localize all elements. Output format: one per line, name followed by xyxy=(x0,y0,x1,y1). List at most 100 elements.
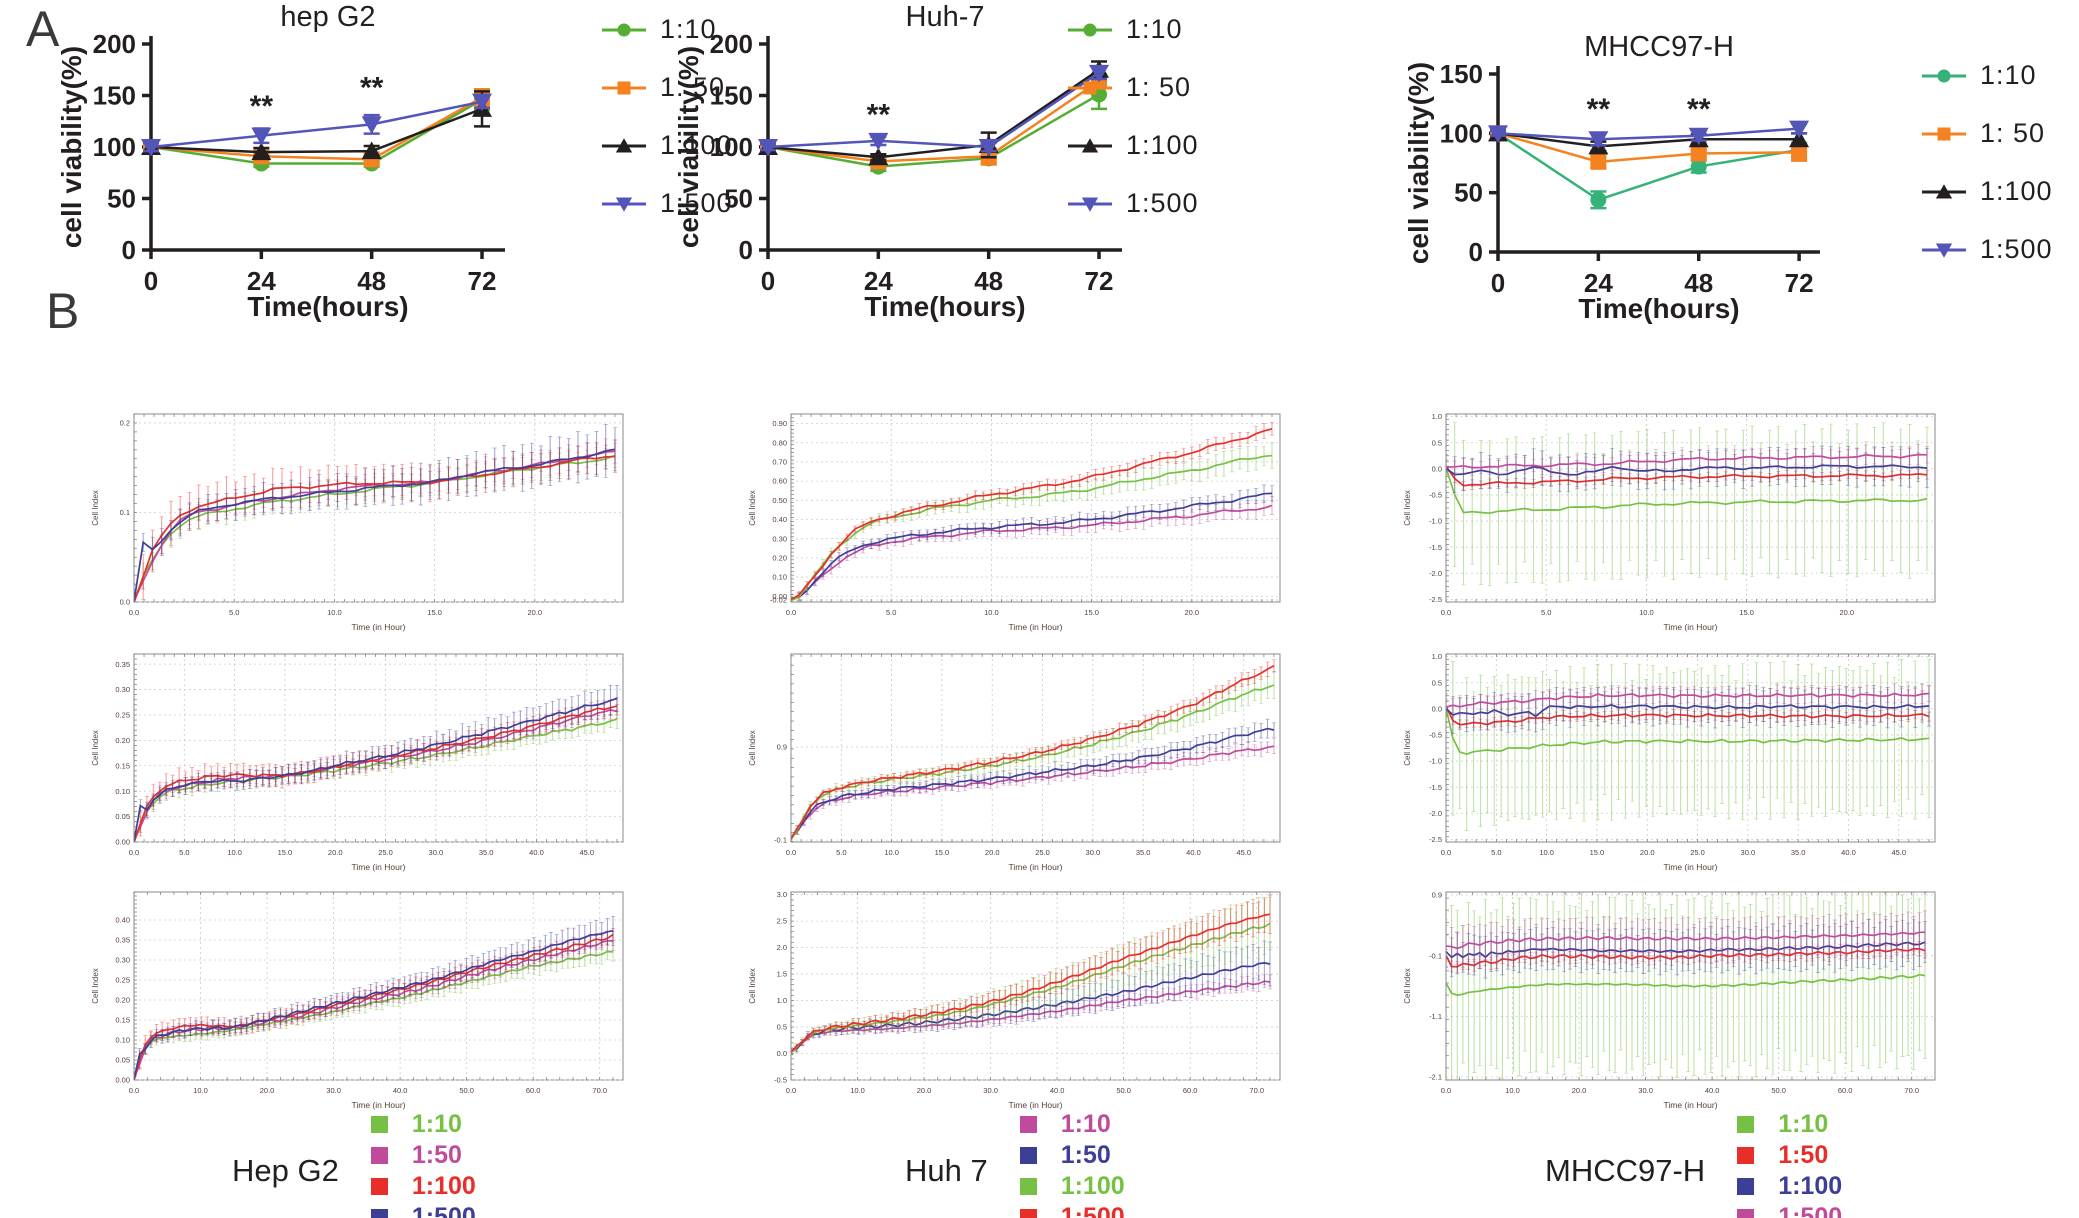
svg-text:30.0: 30.0 xyxy=(326,1086,341,1095)
bottom-legend-label: 1:50 xyxy=(411,1141,462,1169)
svg-text:1.5: 1.5 xyxy=(777,970,787,979)
chart-canvas: 0.0 5.0 10.0 15.0 20.0 0.90 0.80 0.70 0.60 0.50 0.… xyxy=(748,413,1281,632)
color-swatch-icon xyxy=(1019,1209,1037,1218)
svg-text:20.0: 20.0 xyxy=(985,848,1000,857)
svg-text:Time(hours): Time(hours) xyxy=(247,291,408,322)
bottom-legend-label: 1:50 xyxy=(1060,1141,1111,1169)
svg-text:24: 24 xyxy=(1584,268,1613,298)
svg-text:-1.0: -1.0 xyxy=(1429,517,1442,526)
chart-canvas: 0.0 5.0 10.0 15.0 20.0 0.0 0.1 0.2 Time (in Hour… xyxy=(91,413,624,632)
svg-text:50.0: 50.0 xyxy=(1116,1086,1131,1095)
svg-text:0.0: 0.0 xyxy=(120,598,130,607)
svg-text:24: 24 xyxy=(247,266,276,296)
svg-text:-0.5: -0.5 xyxy=(1429,491,1442,500)
svg-text:40.0: 40.0 xyxy=(1705,1086,1720,1095)
cell-line-label-mhcc97h: MHCC97-H xyxy=(1545,1153,1706,1188)
chart-canvas: 0.0 5.0 10.0 15.0 20.0 25.0 30.0 35.0 40.0 45.0 0.… xyxy=(91,653,624,872)
svg-text:0.05: 0.05 xyxy=(115,812,130,821)
chart-cellindex-huh7-72h: 0.0 10.0 20.0 30.0 40.0 50.0 60.0 70.0 3.0 2.5 2.0… xyxy=(745,886,1290,1119)
svg-text:-1.5: -1.5 xyxy=(1429,543,1442,552)
svg-text:200: 200 xyxy=(93,29,136,59)
svg-text:1.0: 1.0 xyxy=(777,996,787,1005)
triangle-marker-icon xyxy=(1068,137,1112,152)
svg-text:0.00: 0.00 xyxy=(115,1076,130,1085)
svg-text:25.0: 25.0 xyxy=(1035,848,1050,857)
chart-cellindex-mhcc97h-24h: 0.0 5.0 10.0 15.0 20.0 1.0 0.5 0.0 -0.5 -1.0 -1.5 -… xyxy=(1400,408,1945,641)
svg-text:72: 72 xyxy=(1785,268,1814,298)
svg-text:0.0: 0.0 xyxy=(129,848,139,857)
svg-text:100: 100 xyxy=(93,132,136,162)
svg-text:5.0: 5.0 xyxy=(836,848,846,857)
color-swatch-icon xyxy=(1737,1209,1755,1218)
svg-text:**: ** xyxy=(867,98,891,131)
bottom-legend-item-1-500: 1:500 xyxy=(370,1205,476,1218)
triangle-marker-icon xyxy=(602,137,646,152)
svg-text:30.0: 30.0 xyxy=(983,1086,998,1095)
svg-text:0.80: 0.80 xyxy=(772,438,787,447)
svg-text:0.10: 0.10 xyxy=(772,573,787,582)
bottom-legend-label: 1:50 xyxy=(1778,1141,1829,1169)
svg-text:**: ** xyxy=(1587,93,1611,126)
svg-text:0.20: 0.20 xyxy=(115,736,130,745)
bottom-legend-label: 1:500 xyxy=(1060,1203,1125,1218)
svg-text:10.0: 10.0 xyxy=(1539,848,1554,857)
svg-text:0.0: 0.0 xyxy=(777,1049,787,1058)
svg-text:Cell Index: Cell Index xyxy=(91,968,100,1004)
legend-item-1--50: 1: 50 xyxy=(1920,118,2053,149)
chart-viability-hepg2: 0 50 100 150 200 0 24 48 72 hep G2 Time(hours) cell… xyxy=(55,0,535,333)
svg-text:Cell Index: Cell Index xyxy=(1403,968,1412,1004)
svg-text:0.1: 0.1 xyxy=(120,508,130,517)
svg-text:0.15: 0.15 xyxy=(115,761,130,770)
chart-canvas: 0.0 5.0 10.0 15.0 20.0 25.0 30.0 35.0 40.0 45.0 1.… xyxy=(1403,652,1936,872)
svg-text:35.0: 35.0 xyxy=(1791,848,1806,857)
svg-text:Cell Index: Cell Index xyxy=(91,730,100,766)
svg-text:Time (in Hour): Time (in Hour) xyxy=(352,862,406,872)
svg-text:0.30: 0.30 xyxy=(115,956,130,965)
svg-text:15.0: 15.0 xyxy=(278,848,293,857)
svg-text:Time (in Hour): Time (in Hour) xyxy=(1664,862,1718,872)
svg-text:Time(hours): Time(hours) xyxy=(864,291,1025,322)
svg-text:45.0: 45.0 xyxy=(579,848,594,857)
svg-text:5.0: 5.0 xyxy=(1491,848,1501,857)
color-swatch-icon xyxy=(370,1209,388,1218)
svg-text:-2.5: -2.5 xyxy=(1429,835,1442,844)
svg-text:Cell Index: Cell Index xyxy=(748,730,757,766)
bottom-legend-hepg2: Hep G2 1:10 1:50 1:100 1:500 xyxy=(232,1112,476,1218)
svg-text:3.0: 3.0 xyxy=(777,890,787,899)
legend-item-1-10: 1:10 xyxy=(1920,60,2053,91)
bottom-legend-label: 1:10 xyxy=(1060,1110,1111,1138)
svg-text:10.0: 10.0 xyxy=(1505,1086,1520,1095)
legend-label: 1: 50 xyxy=(1980,118,2046,148)
legend-label: 1: 50 xyxy=(1126,72,1192,102)
svg-text:60.0: 60.0 xyxy=(1838,1086,1853,1095)
svg-text:-1.5: -1.5 xyxy=(1429,783,1442,792)
legend-item-1-500: 1:500 xyxy=(1920,234,2053,265)
svg-text:0.30: 0.30 xyxy=(115,685,130,694)
legend-label: 1:100 xyxy=(660,130,733,160)
bottom-legend-item-1-10: 1:10 xyxy=(1737,1112,1842,1137)
bottom-legend-item-1-100: 1:100 xyxy=(1737,1174,1842,1199)
svg-text:30.0: 30.0 xyxy=(1086,848,1101,857)
svg-text:10.0: 10.0 xyxy=(1639,608,1654,617)
svg-text:Time (in Hour): Time (in Hour) xyxy=(1009,1100,1063,1110)
triangle-down-marker-icon xyxy=(1922,243,1966,258)
bottom-legend-items-hepg2: 1:10 1:50 1:100 1:500 xyxy=(370,1112,476,1218)
chart-cellindex-mhcc97h-72h: 0.0 10.0 20.0 30.0 40.0 50.0 60.0 70.0 0.9 -0.1 -1… xyxy=(1400,886,1945,1119)
svg-text:10.0: 10.0 xyxy=(984,608,999,617)
svg-text:Time (in Hour): Time (in Hour) xyxy=(352,622,406,632)
bottom-legend-item-1-50: 1:50 xyxy=(1019,1141,1125,1169)
svg-text:0.90: 0.90 xyxy=(772,419,787,428)
svg-text:20.0: 20.0 xyxy=(917,1086,932,1095)
svg-text:0.0: 0.0 xyxy=(1441,848,1451,857)
svg-text:0: 0 xyxy=(122,235,136,265)
svg-text:25.0: 25.0 xyxy=(1690,848,1705,857)
svg-text:Time (in Hour): Time (in Hour) xyxy=(352,1100,406,1110)
svg-text:48: 48 xyxy=(357,266,386,296)
legend-label: 1:500 xyxy=(1126,188,1199,218)
svg-text:0.20: 0.20 xyxy=(115,996,130,1005)
svg-text:5.0: 5.0 xyxy=(886,608,896,617)
svg-text:20.0: 20.0 xyxy=(1840,608,1855,617)
panel-b-label: B xyxy=(46,283,80,339)
bottom-legend-label: 1:10 xyxy=(1778,1110,1829,1138)
chart-cellindex-hepg2-72h: 0.0 10.0 20.0 30.0 40.0 50.0 60.0 70.0 0.40 0.35 0… xyxy=(88,886,633,1119)
